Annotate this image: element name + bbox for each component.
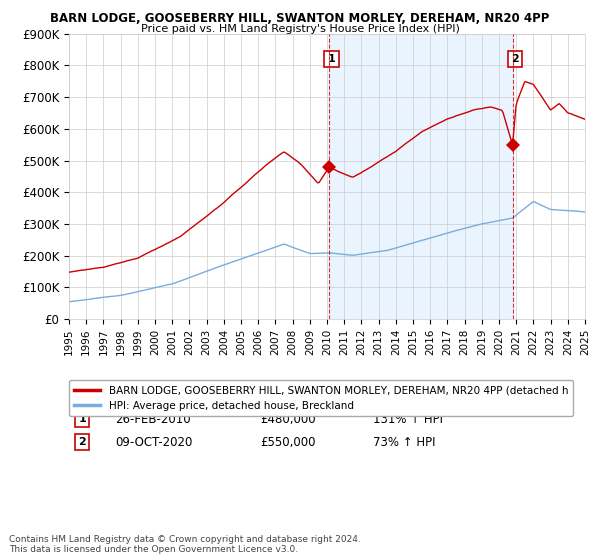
Text: Price paid vs. HM Land Registry's House Price Index (HPI): Price paid vs. HM Land Registry's House …	[140, 24, 460, 34]
Text: 2: 2	[78, 437, 86, 447]
Text: 09-OCT-2020: 09-OCT-2020	[115, 436, 193, 449]
Text: £480,000: £480,000	[260, 413, 316, 426]
Legend: BARN LODGE, GOOSEBERRY HILL, SWANTON MORLEY, DEREHAM, NR20 4PP (detached h, HPI:: BARN LODGE, GOOSEBERRY HILL, SWANTON MOR…	[69, 380, 574, 416]
Text: 73% ↑ HPI: 73% ↑ HPI	[373, 436, 436, 449]
Bar	[329, 34, 512, 319]
Text: Contains HM Land Registry data © Crown copyright and database right 2024.: Contains HM Land Registry data © Crown c…	[9, 535, 361, 544]
Text: 26-FEB-2010: 26-FEB-2010	[115, 413, 191, 426]
Text: £550,000: £550,000	[260, 436, 316, 449]
Text: 2: 2	[511, 54, 519, 64]
Text: 1: 1	[328, 54, 335, 64]
Text: 1: 1	[78, 414, 86, 424]
Text: 131% ↑ HPI: 131% ↑ HPI	[373, 413, 443, 426]
Text: BARN LODGE, GOOSEBERRY HILL, SWANTON MORLEY, DEREHAM, NR20 4PP: BARN LODGE, GOOSEBERRY HILL, SWANTON MOR…	[50, 12, 550, 25]
Text: This data is licensed under the Open Government Licence v3.0.: This data is licensed under the Open Gov…	[9, 545, 298, 554]
